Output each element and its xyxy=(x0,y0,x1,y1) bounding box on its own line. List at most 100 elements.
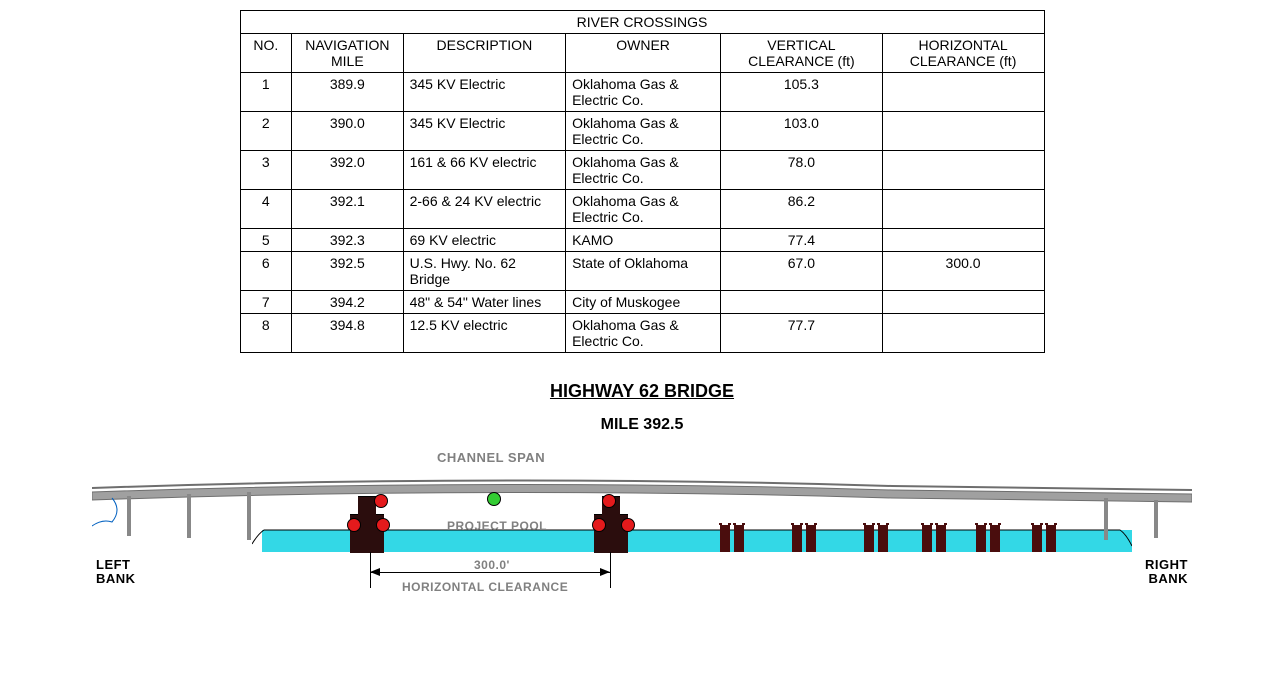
cell-no: 4 xyxy=(240,190,292,229)
col-no: NO. xyxy=(240,34,292,73)
cell-mile: 392.1 xyxy=(292,190,404,229)
small-pier xyxy=(922,525,932,552)
nav-light-green xyxy=(487,492,501,506)
table-row: 4392.12-66 & 24 KV electricOklahoma Gas … xyxy=(240,190,1044,229)
river-crossings-table: RIVER CROSSINGS NO. NAVIGATION MILE DESC… xyxy=(240,10,1045,353)
nav-light-red xyxy=(602,494,616,508)
bridge-title: HIGHWAY 62 BRIDGE xyxy=(0,381,1284,402)
nav-light-red xyxy=(347,518,361,532)
cell-mile: 394.2 xyxy=(292,291,404,314)
small-pier xyxy=(976,525,986,552)
small-pier xyxy=(734,525,744,552)
dim-line xyxy=(370,572,610,573)
cell-vert: 78.0 xyxy=(721,151,883,190)
nav-light-red xyxy=(592,518,606,532)
cell-mile: 390.0 xyxy=(292,112,404,151)
cell-mile: 392.0 xyxy=(292,151,404,190)
cell-horz xyxy=(882,73,1044,112)
col-mile: NAVIGATION MILE xyxy=(292,34,404,73)
small-pier xyxy=(806,525,816,552)
cell-mile: 389.9 xyxy=(292,73,404,112)
cell-horz xyxy=(882,190,1044,229)
cell-vert: 77.7 xyxy=(721,314,883,353)
cell-owner: Oklahoma Gas & Electric Co. xyxy=(566,190,721,229)
small-pier xyxy=(864,525,874,552)
nav-light-red xyxy=(376,518,390,532)
cell-horz xyxy=(882,151,1044,190)
col-horz: HORIZONTAL CLEARANCE (ft) xyxy=(882,34,1044,73)
table-row: 8394.812.5 KV electricOklahoma Gas & Ele… xyxy=(240,314,1044,353)
cell-owner: State of Oklahoma xyxy=(566,252,721,291)
channel-span-label: CHANNEL SPAN xyxy=(437,450,545,465)
table-title: RIVER CROSSINGS xyxy=(240,11,1044,34)
cell-vert: 67.0 xyxy=(721,252,883,291)
cell-horz xyxy=(882,229,1044,252)
nav-light-red xyxy=(374,494,388,508)
cell-desc: 69 KV electric xyxy=(403,229,565,252)
small-pier xyxy=(792,525,802,552)
cell-owner: Oklahoma Gas & Electric Co. xyxy=(566,112,721,151)
cell-mile: 394.8 xyxy=(292,314,404,353)
table-row: 1389.9345 KV ElectricOklahoma Gas & Elec… xyxy=(240,73,1044,112)
bridge-mile-label: MILE 392.5 xyxy=(0,416,1284,434)
horiz-clear-label: HORIZONTAL CLEARANCE xyxy=(402,580,568,594)
cell-owner: City of Muskogee xyxy=(566,291,721,314)
cell-owner: Oklahoma Gas & Electric Co. xyxy=(566,314,721,353)
dim-tick xyxy=(610,552,611,588)
gray-pier xyxy=(1154,500,1158,538)
table-row: 5392.369 KV electricKAMO77.4 xyxy=(240,229,1044,252)
dim-arrow-right xyxy=(600,568,610,576)
cell-desc: 345 KV Electric xyxy=(403,73,565,112)
cell-vert: 77.4 xyxy=(721,229,883,252)
gray-pier xyxy=(1104,498,1108,540)
cell-vert xyxy=(721,291,883,314)
cell-no: 5 xyxy=(240,229,292,252)
cell-vert: 86.2 xyxy=(721,190,883,229)
cell-no: 8 xyxy=(240,314,292,353)
table-row: 3392.0161 & 66 KV electricOklahoma Gas &… xyxy=(240,151,1044,190)
cell-no: 6 xyxy=(240,252,292,291)
small-pier xyxy=(720,525,730,552)
small-pier xyxy=(1046,525,1056,552)
col-owner: OWNER xyxy=(566,34,721,73)
nav-light-red xyxy=(621,518,635,532)
bridge-diagram: CHANNEL SPAN xyxy=(92,440,1192,620)
cell-desc: 2-66 & 24 KV electric xyxy=(403,190,565,229)
cell-desc: U.S. Hwy. No. 62 Bridge xyxy=(403,252,565,291)
table-row: 2390.0345 KV ElectricOklahoma Gas & Elec… xyxy=(240,112,1044,151)
dim-arrow-left xyxy=(370,568,380,576)
cell-owner: KAMO xyxy=(566,229,721,252)
cell-no: 2 xyxy=(240,112,292,151)
small-pier xyxy=(878,525,888,552)
cell-no: 1 xyxy=(240,73,292,112)
col-vert: VERTICAL CLEARANCE (ft) xyxy=(721,34,883,73)
small-pier xyxy=(936,525,946,552)
gray-pier xyxy=(187,494,191,538)
cell-horz xyxy=(882,314,1044,353)
cell-desc: 161 & 66 KV electric xyxy=(403,151,565,190)
cell-desc: 12.5 KV electric xyxy=(403,314,565,353)
small-pier xyxy=(1032,525,1042,552)
cell-no: 3 xyxy=(240,151,292,190)
cell-mile: 392.5 xyxy=(292,252,404,291)
cell-horz: 300.0 xyxy=(882,252,1044,291)
cell-owner: Oklahoma Gas & Electric Co. xyxy=(566,151,721,190)
project-pool-label: PROJECT POOL xyxy=(447,519,547,533)
cell-desc: 48" & 54" Water lines xyxy=(403,291,565,314)
cell-vert: 103.0 xyxy=(721,112,883,151)
cell-owner: Oklahoma Gas & Electric Co. xyxy=(566,73,721,112)
cell-no: 7 xyxy=(240,291,292,314)
right-bank-label: RIGHT BANK xyxy=(1145,558,1188,586)
gray-pier xyxy=(127,496,131,536)
gray-pier xyxy=(247,492,251,540)
table-row: 6392.5U.S. Hwy. No. 62 BridgeState of Ok… xyxy=(240,252,1044,291)
cell-mile: 392.3 xyxy=(292,229,404,252)
cell-desc: 345 KV Electric xyxy=(403,112,565,151)
table-row: 7394.248" & 54" Water linesCity of Musko… xyxy=(240,291,1044,314)
cell-horz xyxy=(882,112,1044,151)
small-pier xyxy=(990,525,1000,552)
table-header-row: NO. NAVIGATION MILE DESCRIPTION OWNER VE… xyxy=(240,34,1044,73)
horiz-clear-value: 300.0' xyxy=(470,558,514,572)
cell-vert: 105.3 xyxy=(721,73,883,112)
left-bank-label: LEFT BANK xyxy=(96,558,136,586)
